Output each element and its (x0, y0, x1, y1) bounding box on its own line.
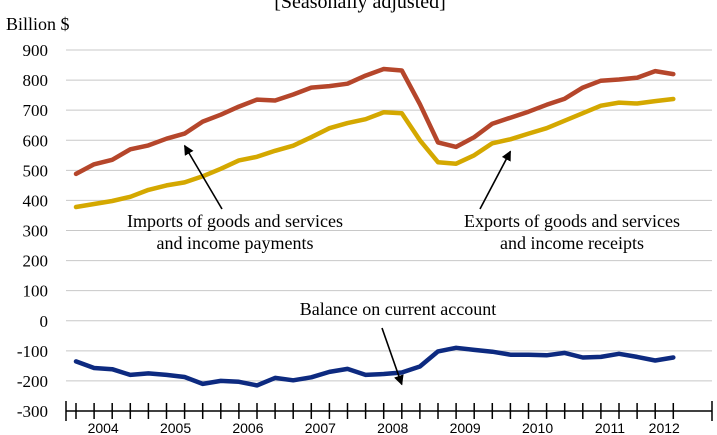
x-tick-label: 2006 (232, 420, 263, 435)
x-tick-label: 2011 (595, 420, 625, 435)
x-tick-label: 2005 (160, 420, 191, 435)
y-axis-label: Billion $ (6, 14, 70, 34)
y-tick-label: 0 (40, 312, 49, 331)
y-tick-label: -300 (17, 402, 48, 421)
series-line-imports (73, 66, 676, 177)
annotation-arrow-imports (183, 144, 223, 210)
y-tick-label: -200 (17, 372, 48, 391)
x-tick-label: 2004 (88, 420, 119, 435)
y-tick-labels: -300 -200 -100 0 100 200 300 400 500 600 700 800 900 (17, 41, 48, 421)
x-tick-label: 2012 (649, 420, 680, 435)
series-line-exports (73, 96, 676, 210)
annotation-exports-line-2: and income receipts (500, 233, 644, 253)
y-tick-label: 700 (23, 101, 49, 120)
y-tick-label: 900 (23, 41, 49, 60)
x-tick-label: 2008 (377, 420, 408, 435)
series-lines (73, 66, 676, 388)
chart-subtitle: [Seasonally adjusted] (274, 0, 446, 13)
y-tick-label: 600 (23, 131, 49, 150)
y-tick-label: 800 (23, 71, 49, 90)
y-tick-label: -100 (17, 342, 48, 361)
y-tick-label: 500 (23, 161, 49, 180)
x-axis: 2004 2005 2006 2007 2008 2009 2010 2011 2012 (65, 401, 713, 435)
annotation-exports-line-1: Exports of goods and services (464, 211, 680, 231)
annotation-imports-line-2: and income payments (157, 233, 314, 253)
annotation-arrow-exports (479, 150, 512, 210)
y-tick-label: 200 (23, 252, 49, 271)
annotation-arrow-balance (381, 327, 404, 386)
y-tick-label: 100 (23, 282, 49, 301)
x-tick-label: 2009 (450, 420, 481, 435)
y-tick-label: 400 (23, 191, 49, 210)
x-tick-label: 2010 (522, 420, 553, 435)
gridlines (66, 49, 712, 382)
annotation-balance-line-1: Balance on current account (300, 299, 496, 319)
y-tick-label: 300 (23, 222, 49, 241)
x-tick-label: 2007 (305, 420, 336, 435)
series-line-balance (73, 345, 676, 388)
annotation-imports-line-1: Imports of goods and services (127, 211, 343, 231)
